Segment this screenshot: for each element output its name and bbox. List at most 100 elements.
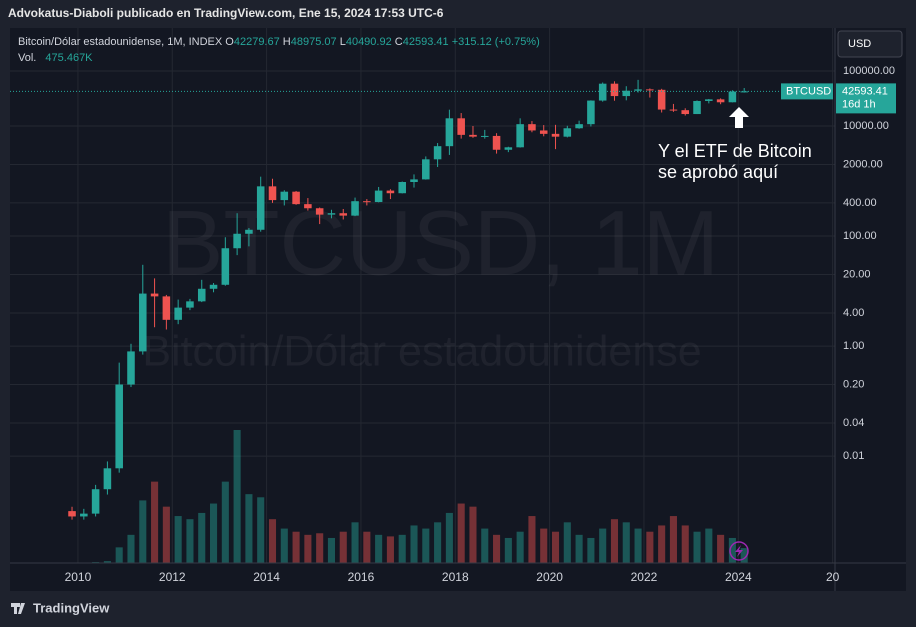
volume-bar <box>528 516 536 563</box>
volume-bar <box>493 534 501 563</box>
candle-body <box>91 489 100 514</box>
byline: Advokatus-Diaboli publicado en TradingVi… <box>8 6 444 20</box>
candle-body <box>386 190 395 194</box>
c-label: C <box>395 36 403 48</box>
volume-bar <box>139 500 147 563</box>
candle-body <box>115 384 123 469</box>
vol-label: Vol. <box>18 52 36 64</box>
grid <box>10 28 835 563</box>
candle-body <box>103 468 112 490</box>
l-value: 40490.92 <box>346 36 392 48</box>
volume-bar <box>540 528 548 563</box>
price-tag <box>836 83 896 114</box>
candle-body <box>422 159 430 180</box>
x-tick-label: 2010 <box>65 570 92 584</box>
volume-bar <box>434 522 442 563</box>
candle-body <box>268 186 277 201</box>
y-tick-label: 100000.00 <box>843 65 895 77</box>
candle-body <box>539 130 548 134</box>
candle-body <box>622 90 631 97</box>
candle-body <box>351 201 359 216</box>
candle-body <box>221 248 230 285</box>
candle-body <box>80 513 88 517</box>
brand: TradingView <box>33 600 110 615</box>
volume-bar <box>599 528 607 563</box>
y-tick-label: 0.01 <box>843 450 864 462</box>
volume-bar <box>681 525 689 563</box>
candle-body <box>398 181 406 194</box>
candle-body <box>469 134 477 137</box>
volume-bar <box>457 503 465 563</box>
watermark-ticker: BTCUSD, 1M <box>162 192 719 294</box>
candle-body <box>433 146 442 160</box>
candle-body <box>563 128 572 137</box>
y-tick-label: 0.04 <box>843 417 864 429</box>
price-tag-label: 42593.41 <box>842 85 888 97</box>
volume-bar <box>304 534 312 563</box>
candle-body <box>209 284 218 289</box>
currency-button-label[interactable]: USD <box>848 38 871 50</box>
annotation-arrow <box>729 107 749 128</box>
volume-bar <box>551 531 560 563</box>
candle-body <box>174 307 182 320</box>
candle-body <box>705 99 713 101</box>
x-tick-label: 2020 <box>536 570 563 584</box>
x-tick-label: 20 <box>826 570 840 584</box>
candle-body <box>127 351 135 385</box>
y-tick-label: 2000.00 <box>843 158 883 170</box>
candle-body <box>587 100 595 125</box>
candle-body <box>457 118 465 135</box>
candle-body <box>280 191 289 201</box>
volume-bar <box>728 537 736 563</box>
volume-bar <box>221 481 229 563</box>
l-label: L <box>340 36 346 48</box>
x-tick-label: 2022 <box>631 570 658 584</box>
candle-body <box>339 213 348 216</box>
candle-body <box>551 133 560 137</box>
annotation-line: se aprobó aquí <box>658 162 778 182</box>
y-tick-label: 4.00 <box>843 307 864 319</box>
brand-logo <box>11 603 25 614</box>
volume-bar <box>375 534 383 563</box>
volume-bar <box>610 519 619 563</box>
y-tick-label: 20.00 <box>843 268 871 280</box>
x-tick-label: 2014 <box>253 570 280 584</box>
volume-bar <box>504 537 512 563</box>
candle-body <box>410 179 418 182</box>
candle-body <box>363 201 371 203</box>
candle-body <box>669 109 678 111</box>
volume-bar <box>693 531 701 563</box>
volume-bar <box>245 494 253 563</box>
x-tick-label: 2024 <box>725 570 752 584</box>
volume-bar <box>257 497 265 563</box>
volume-bar <box>292 531 300 563</box>
currency-button[interactable] <box>837 30 903 58</box>
symbol-tag <box>781 83 833 100</box>
x-tick-label: 2016 <box>348 570 375 584</box>
symbol-tag-label: BTCUSD <box>786 85 831 97</box>
x-tick-label: 2012 <box>159 570 186 584</box>
volume-bar <box>351 522 359 563</box>
volume-bar <box>363 531 371 563</box>
volume-bar <box>410 525 418 563</box>
candle-body <box>528 124 536 131</box>
candle-body <box>68 511 76 517</box>
volume-bar <box>658 525 666 563</box>
annotation-line: Y el ETF de Bitcoin <box>658 141 812 161</box>
candle-body <box>374 190 383 203</box>
marks <box>10 79 835 563</box>
event-icon[interactable] <box>729 541 749 561</box>
event-icon-bolt <box>735 545 743 557</box>
y-tick-label: 0.20 <box>843 378 864 390</box>
volume-bar <box>422 528 430 563</box>
volume-bar <box>622 522 630 563</box>
volume-header: Vol. 475.467K <box>18 52 93 64</box>
candle-body <box>445 118 454 147</box>
candle-body <box>504 147 513 150</box>
volume-bar <box>268 519 277 563</box>
candle-body <box>693 100 701 115</box>
candle-body <box>480 135 489 137</box>
volume-bar <box>646 531 654 563</box>
volume-bar <box>233 430 241 563</box>
